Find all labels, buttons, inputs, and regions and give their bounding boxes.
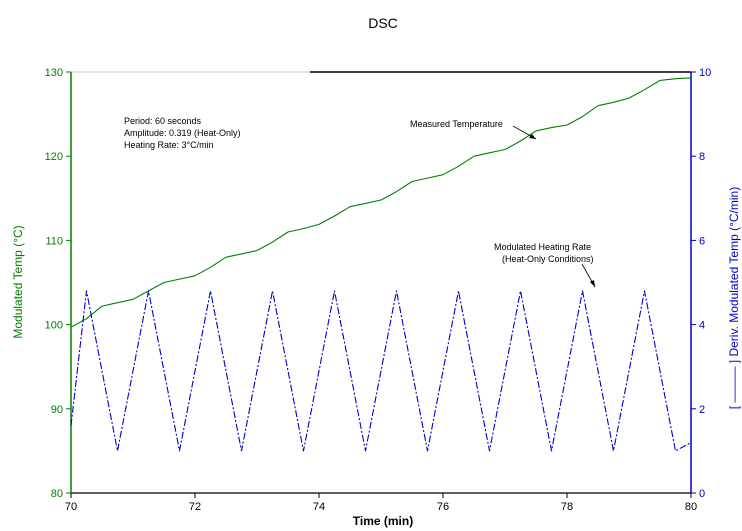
param-period: Period: 60 seconds bbox=[124, 116, 202, 126]
right-tick-label: 6 bbox=[699, 235, 705, 247]
right-tick-label: 10 bbox=[699, 67, 711, 79]
left-tick-label: 90 bbox=[51, 404, 63, 416]
modulated-temp-line bbox=[70, 77, 692, 328]
right-axis-label: [ ——— ] Deriv. Modulated Temp (°C/min) bbox=[727, 187, 741, 409]
measured-temperature-annotation: Measured Temperature bbox=[410, 119, 537, 140]
x-axis-ticks: 70 72 74 76 78 80 bbox=[65, 493, 697, 513]
right-tick-label: 0 bbox=[699, 488, 705, 500]
left-tick-label: 110 bbox=[45, 235, 63, 247]
left-axis-ticks: 80 90 100 110 120 130 bbox=[45, 67, 71, 500]
x-axis-label: Time (min) bbox=[353, 514, 413, 528]
parameters-annotation: Period: 60 seconds Amplitude: 0.319 (Hea… bbox=[124, 116, 241, 150]
x-tick-label: 78 bbox=[561, 501, 573, 513]
series-layer bbox=[70, 77, 692, 452]
left-tick-label: 100 bbox=[45, 320, 63, 332]
modulated-rate-annotation: Modulated Heating Rate (Heat-Only Condit… bbox=[494, 242, 596, 288]
modulated-rate-arrowhead bbox=[590, 280, 595, 287]
modulated-rate-label-1: Modulated Heating Rate bbox=[494, 242, 591, 252]
measured-temperature-label: Measured Temperature bbox=[410, 119, 503, 129]
left-axis-label: Modulated Temp (°C) bbox=[11, 225, 25, 338]
param-amplitude: Amplitude: 0.319 (Heat-Only) bbox=[124, 128, 241, 138]
measured-temperature-arrowhead bbox=[529, 134, 536, 139]
chart-title: DSC bbox=[368, 15, 398, 31]
right-tick-label: 8 bbox=[699, 151, 705, 163]
deriv-modulated-temp-line bbox=[70, 290, 692, 452]
right-axis-ticks: 0 2 4 6 8 10 bbox=[691, 67, 711, 500]
x-tick-label: 80 bbox=[685, 501, 697, 513]
x-tick-label: 70 bbox=[65, 501, 77, 513]
right-tick-label: 2 bbox=[699, 404, 705, 416]
modulated-rate-label-2: (Heat-Only Conditions) bbox=[502, 254, 594, 264]
right-tick-label: 4 bbox=[699, 320, 705, 332]
x-tick-label: 72 bbox=[189, 501, 201, 513]
left-tick-label: 80 bbox=[51, 488, 63, 500]
left-tick-label: 130 bbox=[45, 67, 63, 79]
x-tick-label: 74 bbox=[313, 501, 325, 513]
left-tick-label: 120 bbox=[45, 151, 63, 163]
x-tick-label: 76 bbox=[437, 501, 449, 513]
param-heating-rate: Heating Rate: 3°C/min bbox=[124, 140, 214, 150]
